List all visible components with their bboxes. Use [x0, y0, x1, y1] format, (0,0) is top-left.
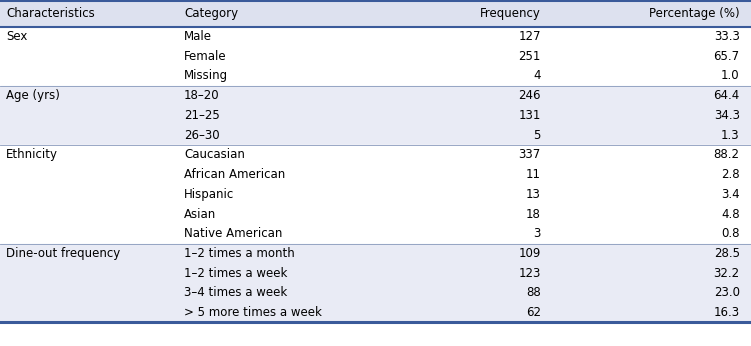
Text: Asian: Asian — [184, 208, 216, 220]
Text: 33.3: 33.3 — [714, 30, 740, 43]
Text: 88: 88 — [526, 286, 541, 299]
Text: Male: Male — [184, 30, 212, 43]
Text: 28.5: 28.5 — [713, 247, 740, 260]
Text: Missing: Missing — [184, 70, 228, 82]
Text: 127: 127 — [518, 30, 541, 43]
Text: 1–2 times a week: 1–2 times a week — [184, 267, 288, 280]
Text: 13: 13 — [526, 188, 541, 201]
Text: 1–2 times a month: 1–2 times a month — [184, 247, 294, 260]
Text: 2.8: 2.8 — [721, 168, 740, 181]
Text: 4: 4 — [533, 70, 541, 82]
Text: 11: 11 — [526, 168, 541, 181]
Text: Caucasian: Caucasian — [184, 148, 245, 161]
Text: 3.4: 3.4 — [721, 188, 740, 201]
Text: 337: 337 — [518, 148, 541, 161]
Text: Hispanic: Hispanic — [184, 188, 234, 201]
Text: 3–4 times a week: 3–4 times a week — [184, 286, 287, 299]
Text: 1.0: 1.0 — [721, 70, 740, 82]
Text: Ethnicity: Ethnicity — [6, 148, 58, 161]
Text: 251: 251 — [518, 50, 541, 63]
Text: Female: Female — [184, 50, 227, 63]
Text: 109: 109 — [518, 247, 541, 260]
Text: Age (yrs): Age (yrs) — [6, 89, 60, 102]
Bar — [0, 204, 751, 224]
Text: 131: 131 — [518, 109, 541, 122]
Text: 26–30: 26–30 — [184, 129, 219, 142]
Bar — [0, 184, 751, 204]
Bar — [0, 27, 751, 46]
Text: 21–25: 21–25 — [184, 109, 220, 122]
Text: 65.7: 65.7 — [713, 50, 740, 63]
Text: Native American: Native American — [184, 227, 282, 240]
Text: 64.4: 64.4 — [713, 89, 740, 102]
Text: Frequency: Frequency — [480, 7, 541, 20]
Bar — [0, 244, 751, 263]
Bar — [0, 106, 751, 125]
Text: 88.2: 88.2 — [713, 148, 740, 161]
Text: 32.2: 32.2 — [713, 267, 740, 280]
Text: 23.0: 23.0 — [713, 286, 740, 299]
Text: 5: 5 — [533, 129, 541, 142]
Text: 123: 123 — [518, 267, 541, 280]
Bar — [0, 86, 751, 106]
Text: 3: 3 — [533, 227, 541, 240]
Text: Category: Category — [184, 7, 238, 20]
Bar — [0, 125, 751, 145]
Text: 246: 246 — [518, 89, 541, 102]
Bar — [0, 263, 751, 283]
Bar — [0, 66, 751, 86]
Text: 0.8: 0.8 — [721, 227, 740, 240]
Bar — [0, 145, 751, 165]
Text: Percentage (%): Percentage (%) — [649, 7, 740, 20]
Text: Sex: Sex — [6, 30, 27, 43]
Text: 18–20: 18–20 — [184, 89, 219, 102]
Text: 62: 62 — [526, 306, 541, 319]
Text: > 5 more times a week: > 5 more times a week — [184, 306, 322, 319]
Bar — [0, 224, 751, 244]
Text: 1.3: 1.3 — [721, 129, 740, 142]
Text: 18: 18 — [526, 208, 541, 220]
Bar — [0, 283, 751, 303]
Bar — [0, 165, 751, 184]
Bar — [0, 0, 751, 27]
Text: 34.3: 34.3 — [713, 109, 740, 122]
Text: African American: African American — [184, 168, 285, 181]
Text: 16.3: 16.3 — [713, 306, 740, 319]
Bar — [0, 46, 751, 66]
Text: Characteristics: Characteristics — [6, 7, 95, 20]
Bar — [0, 303, 751, 322]
Text: Dine-out frequency: Dine-out frequency — [6, 247, 120, 260]
Text: 4.8: 4.8 — [721, 208, 740, 220]
